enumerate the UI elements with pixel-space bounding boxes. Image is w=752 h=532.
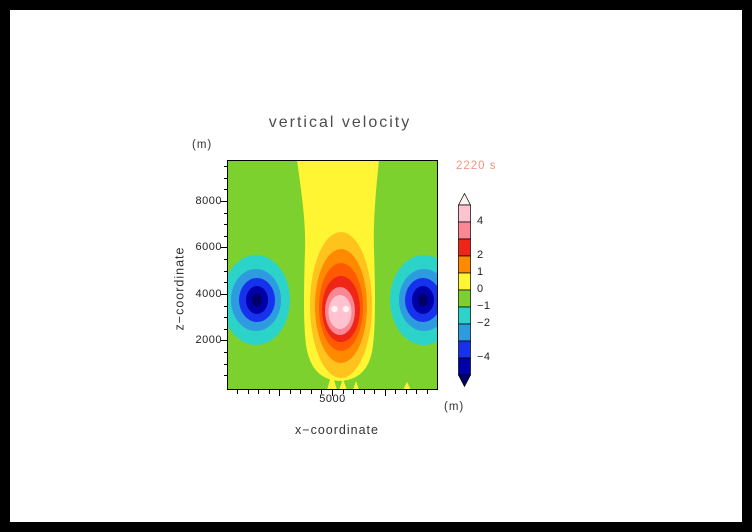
axis-tick: [268, 390, 270, 394]
contour-right-navy-core: [418, 293, 428, 307]
axis-tick: [223, 305, 227, 307]
contour-ring-light-pink: [328, 295, 352, 329]
axis-tick: [395, 390, 397, 394]
contour-left-navy-core: [252, 293, 262, 307]
axis-tick: [363, 390, 365, 394]
axis-tick: [223, 212, 227, 214]
plot-frame: [227, 160, 438, 390]
axis-tick: [223, 328, 227, 330]
x-tick-label: 5000: [319, 393, 346, 405]
axis-tick: [405, 390, 407, 394]
axis-tick: [332, 390, 333, 396]
colorbar-label: −2: [477, 317, 491, 329]
colorbar-label: 2: [477, 249, 484, 261]
contour-core-dot: [331, 305, 338, 313]
axis-tick: [221, 293, 227, 295]
colorbar-segment: [458, 255, 471, 274]
y-tick-label: 6000: [195, 241, 222, 253]
axis-tick: [223, 177, 227, 179]
time-annotation: 2220 s: [456, 160, 497, 172]
colorbar: [457, 192, 472, 388]
x-axis-label: x−coordinate: [295, 423, 379, 437]
contour-yellow-spike: [339, 379, 347, 390]
colorbar-segment: [458, 272, 471, 291]
axis-tick: [258, 390, 260, 394]
colorbar-label: −4: [477, 351, 491, 363]
axis-tick: [223, 270, 227, 272]
colorbar-label: −1: [477, 300, 491, 312]
axis-tick: [223, 235, 227, 237]
y-tick-label: 8000: [195, 195, 222, 207]
y-axis-label: z−coordinate: [172, 246, 187, 331]
contour-svg: [227, 160, 438, 390]
axis-tick: [384, 390, 386, 396]
axis-tick: [342, 390, 344, 394]
axis-tick: [221, 340, 227, 342]
axis-tick: [374, 390, 376, 394]
colorbar-segment: [458, 323, 471, 342]
colorbar-label: 0: [477, 283, 484, 295]
contour-yellow-spike: [353, 381, 359, 390]
colorbar-segment: [458, 221, 471, 240]
axis-tick: [223, 282, 227, 284]
axis-tick: [416, 390, 418, 394]
axis-tick: [321, 390, 323, 394]
y-tick-label: 4000: [195, 288, 222, 300]
y-axis-unit: (m): [192, 139, 213, 151]
axis-tick: [289, 390, 291, 394]
axis-tick: [221, 247, 227, 249]
axis-tick: [223, 352, 227, 354]
colorbar-segment: [458, 289, 471, 308]
axis-tick: [310, 390, 312, 394]
contour-core-dot: [342, 305, 350, 313]
axis-tick: [223, 317, 227, 319]
colorbar-svg: [457, 192, 472, 388]
contour-plot: [227, 160, 438, 390]
contour-yellow-spike: [327, 373, 337, 390]
x-axis-unit: (m): [444, 401, 465, 413]
axis-tick: [223, 375, 227, 377]
axis-tick: [237, 390, 239, 394]
colorbar-arrow-down: [457, 374, 472, 388]
axis-tick: [247, 390, 249, 394]
colorbar-segment: [458, 357, 471, 376]
axis-tick: [426, 390, 428, 394]
colorbar-segment: [458, 340, 471, 359]
axis-tick: [300, 390, 302, 394]
axis-tick: [221, 200, 227, 202]
axis-tick: [223, 166, 227, 168]
axis-tick: [279, 390, 281, 396]
axis-tick: [223, 224, 227, 226]
colorbar-segment: [458, 306, 471, 325]
axis-tick: [223, 189, 227, 191]
axis-tick: [223, 363, 227, 365]
contour-yellow-spike: [403, 382, 411, 390]
colorbar-label: 4: [477, 215, 484, 227]
colorbar-label: 1: [477, 266, 484, 278]
colorbar-arrow-up: [457, 192, 472, 206]
axis-tick: [353, 390, 355, 394]
axis-tick: [223, 259, 227, 261]
y-tick-label: 2000: [195, 334, 222, 346]
colorbar-segment: [458, 204, 471, 223]
colorbar-segment: [458, 238, 471, 257]
plot-title: vertical velocity: [268, 114, 412, 131]
